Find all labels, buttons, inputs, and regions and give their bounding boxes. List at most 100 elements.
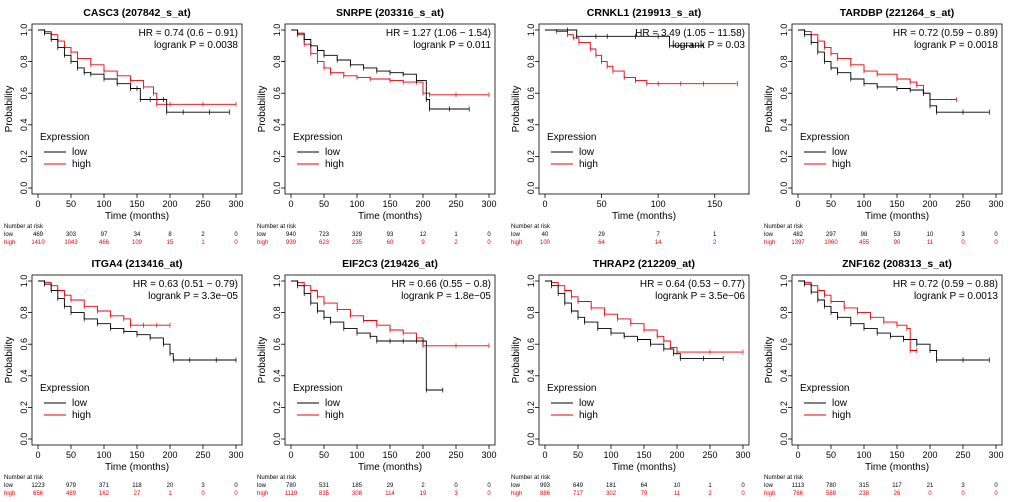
x-tick-label: 50 [319, 199, 329, 209]
risk-count-low: 469 [33, 232, 44, 238]
x-tick-label: 300 [735, 450, 750, 460]
risk-count-low: 371 [99, 483, 110, 489]
risk-count-low: 97 [101, 232, 108, 238]
risk-count-low: 185 [352, 483, 363, 489]
risk-count-high: 0 [741, 491, 745, 497]
x-tick-label: 150 [129, 450, 144, 460]
legend-label-low: low [72, 398, 88, 409]
x-tick-label: 250 [195, 450, 210, 460]
y-axis-label: Probability [764, 337, 775, 384]
risk-count-low: 98 [861, 232, 868, 238]
y-tick-label: 0.4 [779, 370, 789, 383]
km-panel: ZNF162 (208313_s_at) 0.0 0.2 0.4 0.6 0.8 1.0 0 5… [760, 251, 1013, 502]
risk-count-low: 10 [674, 483, 681, 489]
x-axis-label: Time (months) [105, 211, 169, 222]
risk-count-low: 315 [859, 483, 870, 489]
x-tick-label: 150 [707, 199, 722, 209]
legend-label-high: high [579, 159, 598, 170]
x-tick-label: 300 [481, 199, 496, 209]
legend-label-high: high [325, 159, 344, 170]
x-tick-label: 250 [448, 450, 463, 460]
risk-count-high: 2 [708, 491, 712, 497]
risk-count-high: 26 [894, 491, 901, 497]
risk-count-high: 766 [793, 491, 804, 497]
risk-count-low: 7 [656, 232, 660, 238]
risk-row-label-low: low [764, 483, 774, 489]
risk-table-title: Number at risk [257, 224, 297, 230]
risk-count-low: 21 [927, 483, 934, 489]
risk-count-high: 0 [928, 491, 932, 497]
x-tick-label: 100 [856, 450, 871, 460]
chart-title: CASC3 (207842_s_at) [83, 7, 190, 19]
risk-row-label-high: high [257, 491, 268, 497]
y-tick-label: 0.2 [19, 150, 29, 163]
risk-table-title: Number at risk [764, 224, 804, 230]
risk-count-low: 181 [606, 483, 617, 489]
risk-count-high: 90 [894, 240, 901, 246]
survival-curve-low [798, 280, 990, 361]
risk-count-high: 0 [961, 240, 965, 246]
x-tick-label: 0 [795, 199, 800, 209]
legend-label-high: high [325, 410, 344, 421]
x-tick-label: 0 [288, 450, 293, 460]
risk-count-low: 64 [641, 483, 648, 489]
risk-count-high: 1 [168, 491, 172, 497]
x-tick-label: 0 [35, 450, 40, 460]
y-tick-label: 0.6 [272, 87, 282, 100]
y-tick-label: 0.8 [526, 55, 536, 68]
x-tick-label: 100 [349, 199, 364, 209]
y-tick-label: 0.8 [272, 55, 282, 68]
risk-count-high: 717 [573, 491, 584, 497]
risk-row-label-high: high [511, 491, 522, 497]
risk-count-low: 780 [826, 483, 837, 489]
risk-table-title: Number at risk [4, 224, 44, 230]
x-tick-label: 50 [66, 450, 76, 460]
risk-count-low: 531 [319, 483, 330, 489]
risk-count-low: 1 [708, 483, 712, 489]
risk-count-high: 238 [859, 491, 870, 497]
x-tick-label: 0 [35, 199, 40, 209]
risk-count-high: 0 [487, 240, 491, 246]
x-tick-label: 300 [228, 199, 243, 209]
risk-row-label-high: high [511, 240, 522, 246]
y-tick-label: 0.8 [779, 55, 789, 68]
y-tick-label: 0.0 [526, 433, 536, 446]
x-tick-label: 250 [195, 199, 210, 209]
logrank-p-text: logrank P = 0.0018 [914, 40, 998, 51]
x-tick-label: 300 [481, 450, 496, 460]
risk-table-title: Number at risk [257, 475, 297, 481]
y-axis-label: Probability [4, 337, 15, 384]
risk-count-low: 993 [540, 483, 551, 489]
x-tick-label: 50 [319, 450, 329, 460]
x-tick-label: 150 [889, 199, 904, 209]
x-tick-label: 50 [66, 199, 76, 209]
y-tick-label: 0.0 [779, 182, 789, 195]
risk-count-high: 466 [99, 240, 110, 246]
x-tick-label: 150 [636, 450, 651, 460]
km-panel: THRAP2 (212209_at) 0.0 0.2 0.4 0.6 0.8 1.0 0 50 1… [507, 251, 760, 502]
risk-count-low: 0 [454, 483, 458, 489]
risk-row-label-low: low [764, 232, 774, 238]
x-tick-label: 0 [288, 199, 293, 209]
risk-count-high: 489 [66, 491, 77, 497]
risk-count-low: 8 [168, 232, 172, 238]
x-tick-label: 50 [826, 450, 836, 460]
y-tick-label: 0.6 [19, 338, 29, 351]
x-tick-label: 200 [922, 199, 937, 209]
risk-table-title: Number at risk [511, 224, 551, 230]
y-tick-label: 0.8 [272, 306, 282, 319]
x-tick-label: 250 [955, 199, 970, 209]
y-tick-label: 0.4 [526, 119, 536, 132]
risk-count-low: 303 [66, 232, 77, 238]
logrank-p-text: logrank P = 1.8e−05 [401, 291, 491, 302]
risk-count-high: 623 [319, 240, 330, 246]
legend-label-low: low [325, 147, 341, 158]
chart-title: THRAP2 (212209_at) [593, 258, 695, 270]
legend-label-low: low [325, 398, 341, 409]
survival-curve-low [545, 280, 724, 359]
logrank-p-text: logrank P = 3.3e−05 [148, 291, 238, 302]
risk-count-low: 0 [994, 232, 998, 238]
risk-count-low: 723 [319, 232, 330, 238]
legend-title: Expression [800, 132, 849, 143]
y-tick-label: 1.0 [272, 275, 282, 288]
